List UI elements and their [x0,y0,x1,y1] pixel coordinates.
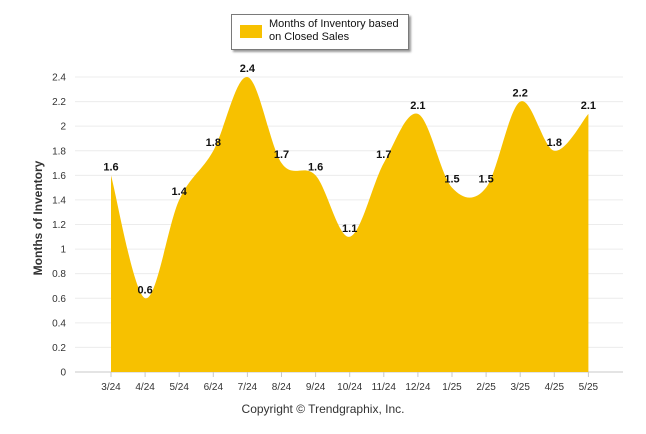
data-label: 1.8 [206,137,221,149]
y-tick-label: 2 [60,122,66,133]
x-tick-label: 5/25 [579,382,599,393]
data-label: 1.6 [308,161,323,173]
y-tick-label: 0.6 [52,294,66,305]
y-tick-label: 1.8 [52,146,66,157]
y-tick-label: 2.2 [52,97,66,108]
x-tick-label: 8/24 [272,382,292,393]
data-labels: 1.6 0.6 1.4 1.8 2.4 1.7 1.6 1.1 1.7 2.1 1.5 1.5 2.2 1… [103,63,596,296]
x-tick-label: 1/25 [442,382,462,393]
legend: Months of Inventory based on Closed Sale… [231,14,409,50]
x-axis-ticks: 3/24 4/24 5/24 6/24 7/24 8/24 9/24 10/24 11/24 12… [101,372,599,393]
y-tick-label: 0 [60,368,66,379]
data-label: 1.7 [274,149,289,161]
x-tick-label: 5/24 [169,382,189,393]
y-tick-label: 0.4 [52,318,66,329]
x-tick-label: 9/24 [306,382,326,393]
x-tick-label: 4/25 [545,382,565,393]
data-label: 2.2 [513,88,528,100]
data-label: 2.1 [581,100,596,112]
y-axis-ticks: 0 0.2 0.4 0.6 0.8 1 1.2 1.4 1.6 1.8 2 2.2 2.4 [52,73,66,379]
data-label: 1.1 [342,223,357,235]
area-series [111,76,589,373]
data-label: 0.6 [137,284,152,296]
x-tick-label: 6/24 [204,382,224,393]
copyright-footer: Copyright © Trendgraphix, Inc. [241,402,405,416]
y-tick-label: 0.8 [52,269,66,280]
x-tick-label: 3/24 [101,382,121,393]
x-tick-label: 4/24 [135,382,155,393]
data-label: 1.5 [478,174,493,186]
data-label: 1.6 [103,161,118,173]
legend-swatch [240,25,262,38]
x-tick-label: 12/24 [405,382,430,393]
y-tick-label: 1.4 [52,195,66,206]
legend-label: Months of Inventory based on Closed Sale… [269,18,399,43]
x-tick-label: 10/24 [337,382,362,393]
x-tick-label: 3/25 [510,382,530,393]
x-tick-label: 2/25 [476,382,496,393]
y-tick-label: 1.6 [52,171,66,182]
data-label: 1.4 [172,186,188,198]
y-tick-label: 1.2 [52,220,66,231]
y-tick-label: 2.4 [52,73,66,84]
data-label: 2.4 [240,63,256,75]
data-label: 1.7 [376,149,391,161]
data-label: 1.8 [547,137,562,149]
y-tick-label: 0.2 [52,343,66,354]
y-axis-title: Months of Inventory [31,160,45,275]
data-label: 2.1 [410,100,425,112]
data-label: 1.5 [444,174,459,186]
x-tick-label: 7/24 [238,382,258,393]
y-tick-label: 1 [60,245,66,256]
area-fill [111,76,589,373]
x-tick-label: 11/24 [372,382,397,393]
